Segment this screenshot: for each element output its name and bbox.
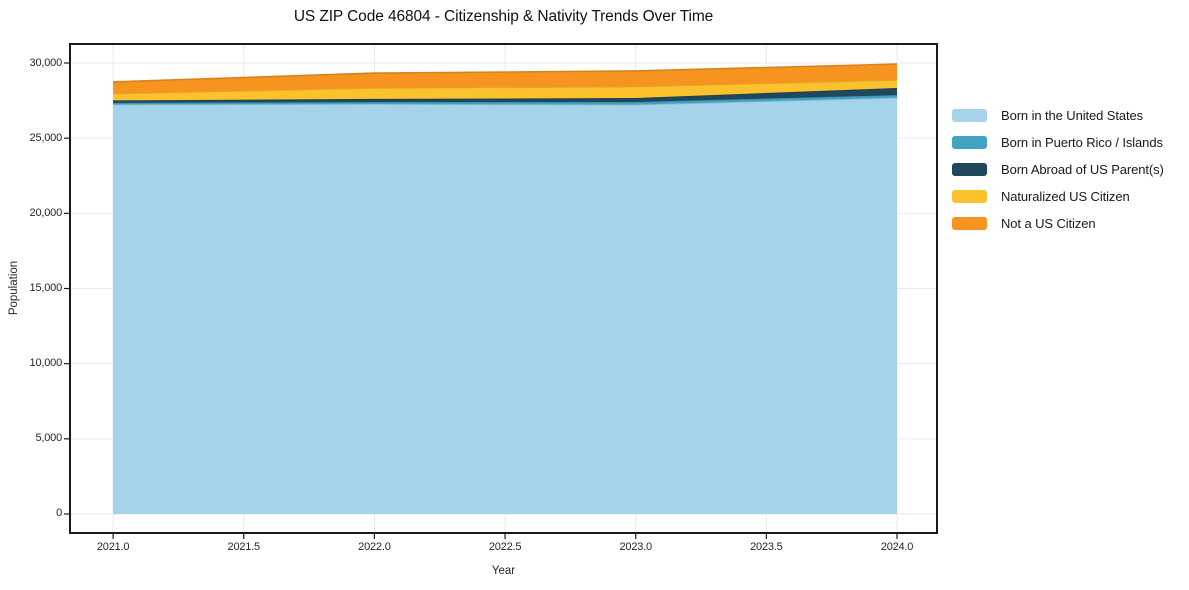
legend-label-naturalized: Naturalized US Citizen: [1001, 189, 1130, 204]
legend-label-born-abroad: Born Abroad of US Parent(s): [1001, 162, 1164, 177]
x-tick-label: 2021.5: [227, 541, 261, 553]
y-tick-label: 30,000: [29, 56, 63, 69]
legend-item-born-abroad: Born Abroad of US Parent(s): [952, 156, 1164, 183]
legend-swatch-naturalized-icon: [952, 190, 987, 203]
area-series-4-edge: [113, 63, 898, 83]
legend-label-born-us: Born in the United States: [1001, 108, 1144, 123]
x-axis-label: Year: [491, 565, 516, 577]
area-series-0: [113, 97, 898, 514]
legend-label-puerto-rico: Born in Puerto Rico / Islands: [1001, 135, 1163, 150]
legend-item-puerto-rico: Born in Puerto Rico / Islands: [952, 129, 1164, 156]
legend-swatch-not-citizen-icon: [952, 217, 987, 230]
x-tick-label: 2023.5: [750, 541, 783, 553]
y-tick-label: 5,000: [35, 432, 62, 445]
x-tick-label: 2021.0: [96, 541, 130, 553]
legend-item-not-citizen: Not a US Citizen: [952, 210, 1164, 237]
area-series-4: [113, 64, 898, 94]
legend-label-not-citizen: Not a US Citizen: [1001, 216, 1096, 231]
x-tick-label: 2023.0: [619, 541, 652, 553]
area-series-2: [113, 87, 898, 103]
x-tick-label: 2024.0: [880, 541, 914, 553]
legend-swatch-born-abroad-icon: [952, 163, 987, 176]
legend: Born in the United States Born in Puerto…: [952, 102, 1164, 237]
y-tick-label: 25,000: [29, 131, 63, 144]
legend-item-naturalized: Naturalized US Citizen: [952, 183, 1164, 210]
chart-title: US ZIP Code 46804 - Citizenship & Nativi…: [293, 8, 714, 25]
legend-swatch-born-us-icon: [952, 109, 987, 122]
x-tick-label: 2022.0: [358, 541, 391, 553]
legend-item-born-us: Born in the United States: [952, 102, 1164, 129]
y-tick-label: 0: [56, 507, 62, 520]
x-tick-label: 2022.5: [488, 541, 522, 553]
y-tick-label: 20,000: [29, 206, 63, 219]
legend-swatch-puerto-rico-icon: [952, 136, 987, 149]
y-tick-label: 10,000: [29, 357, 63, 370]
y-tick-label: 15,000: [29, 282, 63, 294]
